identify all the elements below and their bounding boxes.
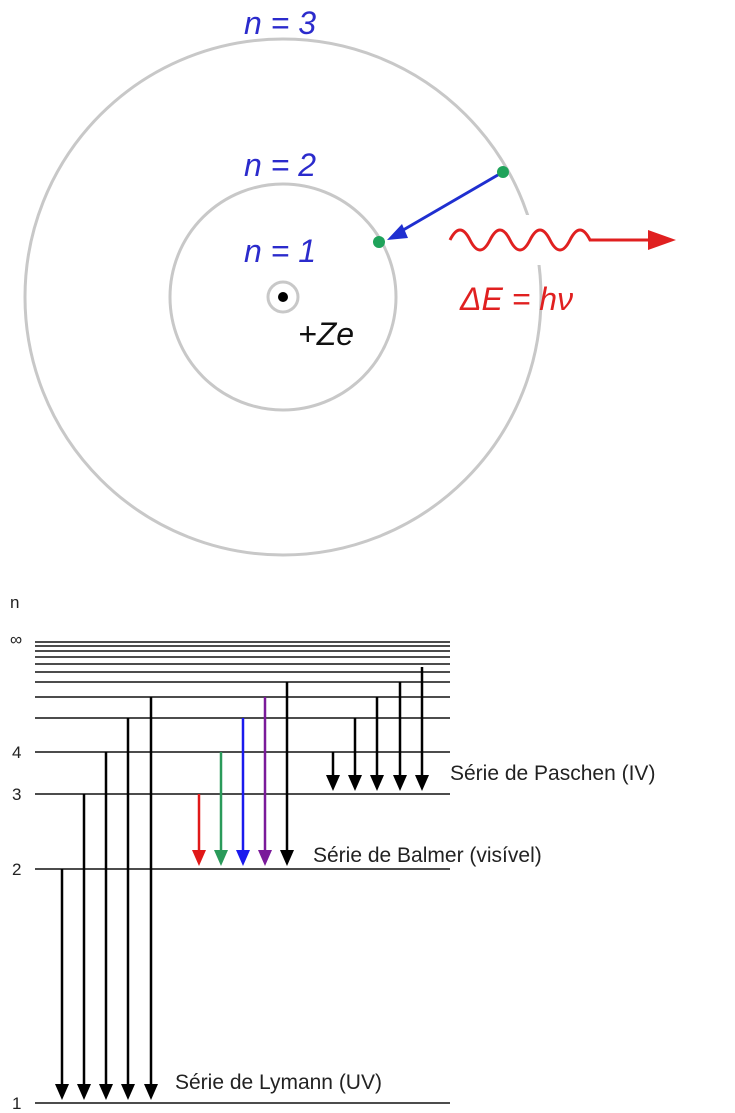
arrow-head: [326, 775, 340, 791]
arrow-head: [121, 1084, 135, 1100]
nucleus-label: +Ze: [298, 316, 354, 352]
orbit-label: n = 2: [244, 147, 316, 183]
arrow-head: [99, 1084, 113, 1100]
orbit-label: n = 3: [244, 5, 316, 41]
electron: [373, 236, 385, 248]
arrow-head: [280, 850, 294, 866]
arrow-head: [348, 775, 362, 791]
nucleus: [278, 292, 288, 302]
photon-wave: [448, 228, 655, 252]
orbit-2: [168, 182, 398, 412]
transition-arrow: [397, 170, 504, 235]
arrow-head: [415, 775, 429, 791]
arrow-head: [387, 224, 408, 240]
electron: [497, 166, 509, 178]
bohr-model: [23, 37, 543, 557]
level-label: 3: [12, 785, 21, 804]
arrow-head: [393, 775, 407, 791]
arrow-head: [258, 850, 272, 866]
axis-label: n: [10, 593, 19, 612]
photon-arrow-head: [648, 230, 676, 250]
arrow-head: [236, 850, 250, 866]
energy-levels: [35, 641, 450, 1104]
series-label: Série de Balmer (visível): [313, 844, 542, 867]
orbit-label: n = 1: [244, 233, 316, 269]
arrow-head: [214, 850, 228, 866]
level-label: 2: [12, 860, 21, 879]
series-label: Série de Lymann (UV): [175, 1071, 382, 1094]
arrow-head: [370, 775, 384, 791]
arrow-head: [77, 1084, 91, 1100]
orbit-1: [266, 280, 300, 314]
series-label: Série de Paschen (IV): [450, 762, 655, 785]
level-label: 1: [12, 1094, 21, 1113]
arrow-head: [144, 1084, 158, 1100]
level-label: 4: [12, 743, 21, 762]
arrow-head: [192, 850, 206, 866]
orbit-3: [23, 37, 543, 557]
level-label: ∞: [10, 630, 22, 649]
photon-label: ΔE = hν: [459, 281, 573, 317]
arrow-head: [55, 1084, 69, 1100]
